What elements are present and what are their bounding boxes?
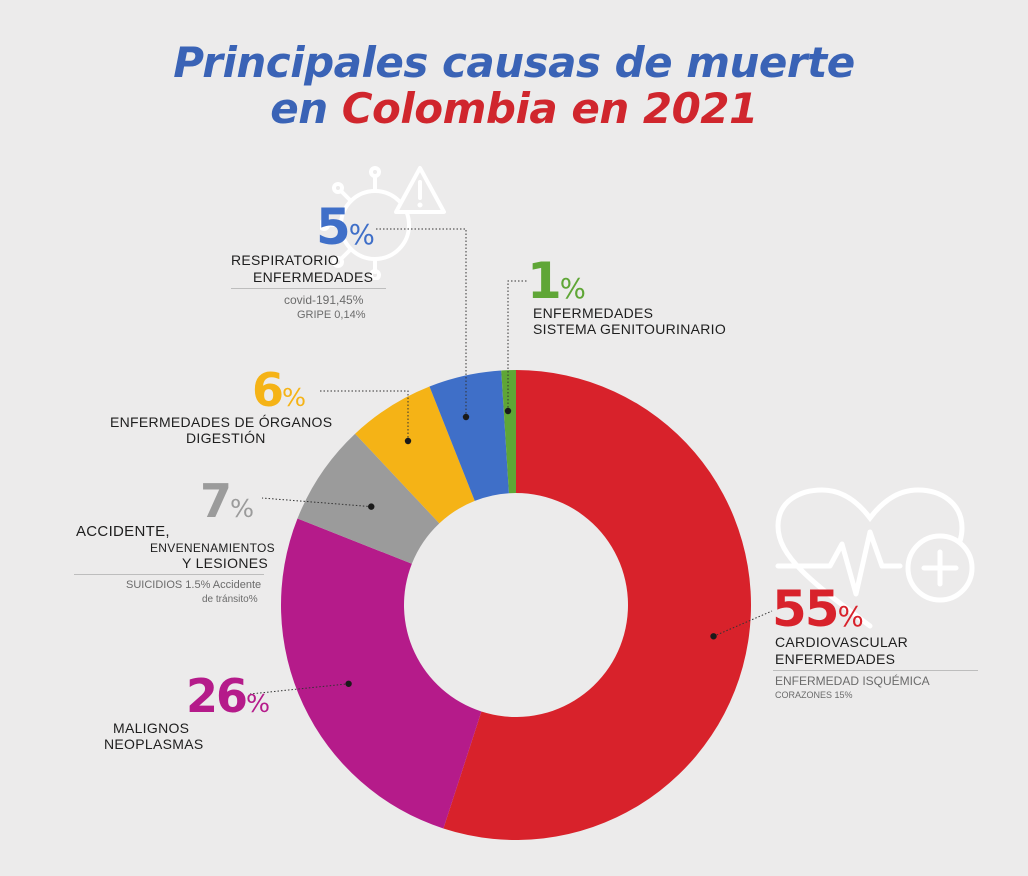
- label-respiratorio-2: ENFERMEDADES: [253, 269, 374, 285]
- heart-health-icon: [775, 487, 975, 629]
- sub-respiratorio-2: GRIPE 0,14%: [297, 309, 366, 321]
- label-malignos-1: MALIGNOS: [113, 720, 190, 736]
- title-line-2-highlight: Colombia en 2021: [341, 84, 759, 133]
- label-accidente-3: Y LESIONES: [182, 555, 269, 571]
- label-accidente-2: ENVENENAMIENTOS: [150, 541, 275, 555]
- rule-cardio: [773, 670, 978, 671]
- pct-cardio: 55%: [772, 580, 864, 638]
- sub-accidente-1: SUICIDIOS 1.5% Accidente: [126, 579, 262, 591]
- pct-genito: 1%: [527, 252, 586, 310]
- label-respiratorio-1: RESPIRATORIO: [231, 252, 340, 268]
- slice-genito: [501, 370, 516, 494]
- label-cardio-1: CARDIOVASCULAR: [775, 634, 909, 650]
- sub-cardio-1: ENFERMEDAD ISQUÉMICA: [775, 674, 930, 688]
- leader-malignos: [249, 683, 349, 695]
- label-malignos-2: NEOPLASMAS: [104, 736, 204, 752]
- slice-cardio: [443, 370, 751, 840]
- pct-malignos: 26%: [186, 669, 271, 723]
- pct-accidente: 7%: [200, 474, 255, 528]
- sub-cardio-2: CORAZONES 15%: [775, 690, 853, 700]
- leader-cardio: [713, 610, 773, 637]
- rule-respiratorio: [231, 288, 386, 289]
- label-cardio-2: ENFERMEDADES: [775, 651, 896, 667]
- label-accidente-1: ACCIDENTE,: [76, 523, 170, 540]
- leader-dot-malignos: [345, 680, 352, 687]
- title-line-1: Principales causas de muerte: [173, 38, 855, 87]
- slice-respiratorio: [429, 370, 509, 501]
- leader-digestion: [318, 390, 409, 441]
- leader-accidente: [261, 497, 372, 508]
- sub-respiratorio-1: covid-191,45%: [284, 293, 364, 307]
- rule-accidente: [74, 574, 264, 575]
- slice-malignos: [281, 518, 482, 829]
- chart-title: Principales causas de muerte en Colombia…: [0, 40, 1028, 132]
- label-digestion-1: ENFERMEDADES DE ÓRGANOS: [110, 414, 333, 430]
- label-genito-1: ENFERMEDADES: [533, 305, 654, 321]
- leader-dot-accidente: [368, 503, 375, 510]
- pct-digestion: 6%: [252, 363, 307, 417]
- label-digestion-2: DIGESTIÓN: [186, 430, 266, 446]
- title-line-2: en Colombia en 2021: [0, 86, 1028, 132]
- leader-genito: [507, 280, 528, 411]
- leader-dot-cardio: [710, 633, 717, 640]
- leader-dot-respiratorio: [462, 413, 470, 421]
- slice-accidente: [297, 433, 440, 564]
- label-genito-2: SISTEMA GENITOURINARIO: [533, 321, 727, 337]
- sub-accidente-2: de tránsito%: [202, 594, 258, 605]
- slice-digestion: [355, 386, 475, 524]
- pct-respiratorio: 5%: [316, 198, 375, 256]
- virus-warning-icon: [320, 166, 446, 280]
- title-line-2-prefix: en: [270, 84, 328, 133]
- leader-dot-digestion: [404, 437, 412, 445]
- leader-dot-genito: [504, 407, 512, 415]
